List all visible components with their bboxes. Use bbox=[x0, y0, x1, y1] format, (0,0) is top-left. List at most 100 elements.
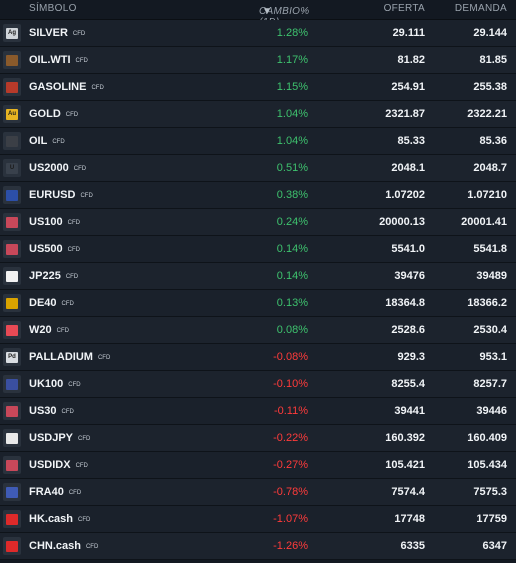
ask-column-header[interactable]: DEMANDA bbox=[454, 3, 507, 14]
change-cell: -0.10% bbox=[273, 378, 308, 390]
change-cell: -0.78% bbox=[273, 486, 308, 498]
symbol-name: PALLADIUM bbox=[29, 351, 93, 363]
table-row[interactable]: US500 CFD 0.14% 5541.0 5541.8 bbox=[0, 236, 516, 263]
ask-cell: 29.144 bbox=[473, 27, 507, 39]
table-row[interactable]: HK.cash CFD -1.07% 17748 17759 bbox=[0, 506, 516, 533]
symbol-name: OIL bbox=[29, 135, 48, 147]
table-row[interactable]: OIL.WTI CFD 1.17% 81.82 81.85 bbox=[0, 47, 516, 74]
symbol-cell: OIL CFD bbox=[29, 135, 65, 147]
bid-cell: 29.111 bbox=[392, 27, 425, 39]
table-row[interactable]: OIL CFD 1.04% 85.33 85.36 bbox=[0, 128, 516, 155]
change-cell: 1.04% bbox=[276, 135, 308, 147]
germany-flag-icon bbox=[3, 294, 21, 312]
table-row[interactable]: UK100 CFD -0.10% 8255.4 8257.7 bbox=[0, 371, 516, 398]
table-row[interactable]: FRA40 CFD -0.78% 7574.4 7575.3 bbox=[0, 479, 516, 506]
oil-barrel-icon bbox=[3, 51, 21, 69]
table-row[interactable]: Au GOLD CFD 1.04% 2321.87 2322.21 bbox=[0, 101, 516, 128]
symbol-name: US100 bbox=[29, 216, 63, 228]
icon-glyph bbox=[6, 513, 18, 525]
cfd-tag: CFD bbox=[67, 247, 80, 253]
bid-cell: 39441 bbox=[394, 405, 425, 417]
bid-cell: 20000.13 bbox=[379, 216, 425, 228]
cfd-tag: CFD bbox=[52, 139, 65, 145]
symbol-name: EURUSD bbox=[29, 189, 76, 201]
cfd-tag: CFD bbox=[73, 166, 87, 172]
symbol-cell: GOLD CFD bbox=[29, 108, 78, 120]
icon-glyph bbox=[6, 243, 18, 255]
eu-us-flag-icon bbox=[3, 186, 21, 204]
change-cell: 1.28% bbox=[276, 27, 308, 39]
table-row[interactable]: USDIDX CFD -0.27% 105.421 105.434 bbox=[0, 452, 516, 479]
change-cell: 0.38% bbox=[276, 189, 308, 201]
bid-cell: 7574.4 bbox=[391, 486, 425, 498]
table-row[interactable]: JP225 CFD 0.14% 39476 39489 bbox=[0, 263, 516, 290]
ask-cell: 2530.4 bbox=[473, 324, 507, 336]
symbol-cell: EURUSD CFD bbox=[29, 189, 93, 201]
icon-glyph: U bbox=[6, 162, 18, 174]
cfd-tag: CFD bbox=[68, 490, 82, 496]
symbol-name: W20 bbox=[29, 324, 52, 336]
table-row[interactable]: DE40 CFD 0.13% 18364.8 18366.2 bbox=[0, 290, 516, 317]
table-row[interactable]: Pd PALLADIUM CFD -0.08% 929.3 953.1 bbox=[0, 344, 516, 371]
table-row[interactable]: EURUSD CFD 0.38% 1.07202 1.07210 bbox=[0, 182, 516, 209]
ask-cell: 8257.7 bbox=[473, 378, 507, 390]
bid-column-header[interactable]: OFERTA bbox=[383, 3, 425, 14]
table-row[interactable]: CHN.cash CFD -1.26% 6335 6347 bbox=[0, 533, 516, 560]
change-cell: 0.14% bbox=[276, 270, 308, 282]
cfd-tag: CFD bbox=[61, 301, 74, 307]
silver-metal-icon: Ag bbox=[3, 24, 21, 42]
symbol-column-header[interactable]: SÍMBOLO bbox=[29, 3, 77, 14]
symbol-cell: UK100 CFD bbox=[29, 378, 81, 390]
symbol-cell: GASOLINE CFD bbox=[29, 81, 104, 93]
symbol-name: GASOLINE bbox=[29, 81, 87, 93]
bid-cell: 254.91 bbox=[391, 81, 425, 93]
cfd-tag: CFD bbox=[56, 328, 69, 334]
icon-glyph: Au bbox=[6, 108, 18, 120]
icon-glyph bbox=[6, 540, 18, 552]
change-cell: 1.15% bbox=[276, 81, 308, 93]
symbol-name: USDJPY bbox=[29, 432, 74, 444]
table-row[interactable]: U US2000 CFD 0.51% 2048.1 2048.7 bbox=[0, 155, 516, 182]
icon-glyph bbox=[6, 378, 18, 390]
table-header: SÍMBOLO CAMBIO%(1D)▼ OFERTA DEMANDA bbox=[0, 0, 516, 28]
change-cell: -1.26% bbox=[273, 540, 308, 552]
bid-cell: 929.3 bbox=[397, 351, 425, 363]
palladium-metal-icon: Pd bbox=[3, 348, 21, 366]
icon-glyph bbox=[6, 270, 18, 282]
table-row[interactable]: GASOLINE CFD 1.15% 254.91 255.38 bbox=[0, 74, 516, 101]
us-flag-icon bbox=[3, 240, 21, 258]
symbol-name: UK100 bbox=[29, 378, 64, 390]
icon-glyph bbox=[6, 405, 18, 417]
sort-desc-icon: ▼ bbox=[262, 6, 273, 17]
us-flag-icon bbox=[3, 402, 21, 420]
icon-glyph bbox=[6, 459, 18, 471]
cfd-tag: CFD bbox=[78, 517, 91, 523]
cfd-tag: CFD bbox=[68, 382, 81, 388]
ask-cell: 17759 bbox=[476, 513, 507, 525]
symbol-name: DE40 bbox=[29, 297, 57, 309]
icon-glyph bbox=[6, 135, 18, 147]
bid-cell: 2528.6 bbox=[391, 324, 425, 336]
ask-cell: 5541.8 bbox=[473, 243, 507, 255]
uk-flag-icon bbox=[3, 375, 21, 393]
ask-cell: 105.434 bbox=[467, 459, 507, 471]
table-row[interactable]: Ag SILVER CFD 1.28% 29.111 29.144 bbox=[0, 20, 516, 47]
table-row[interactable]: US100 CFD 0.24% 20000.13 20001.41 bbox=[0, 209, 516, 236]
ask-cell: 18366.2 bbox=[467, 297, 507, 309]
ask-cell: 20001.41 bbox=[461, 216, 507, 228]
icon-glyph bbox=[6, 216, 18, 228]
change-cell: -1.07% bbox=[273, 513, 308, 525]
cfd-tag: CFD bbox=[61, 409, 74, 415]
icon-glyph bbox=[6, 297, 18, 309]
us-index-icon: U bbox=[3, 159, 21, 177]
icon-glyph bbox=[6, 189, 18, 201]
symbol-name: USDIDX bbox=[29, 459, 71, 471]
symbol-name: JP225 bbox=[29, 270, 61, 282]
table-row[interactable]: W20 CFD 0.08% 2528.6 2530.4 bbox=[0, 317, 516, 344]
table-row[interactable]: USDJPY CFD -0.22% 160.392 160.409 bbox=[0, 425, 516, 452]
table-row[interactable]: US30 CFD -0.11% 39441 39446 bbox=[0, 398, 516, 425]
symbol-cell: W20 CFD bbox=[29, 324, 69, 336]
cfd-tag: CFD bbox=[75, 463, 88, 469]
change-cell: 1.17% bbox=[276, 54, 308, 66]
bid-cell: 6335 bbox=[400, 540, 425, 552]
